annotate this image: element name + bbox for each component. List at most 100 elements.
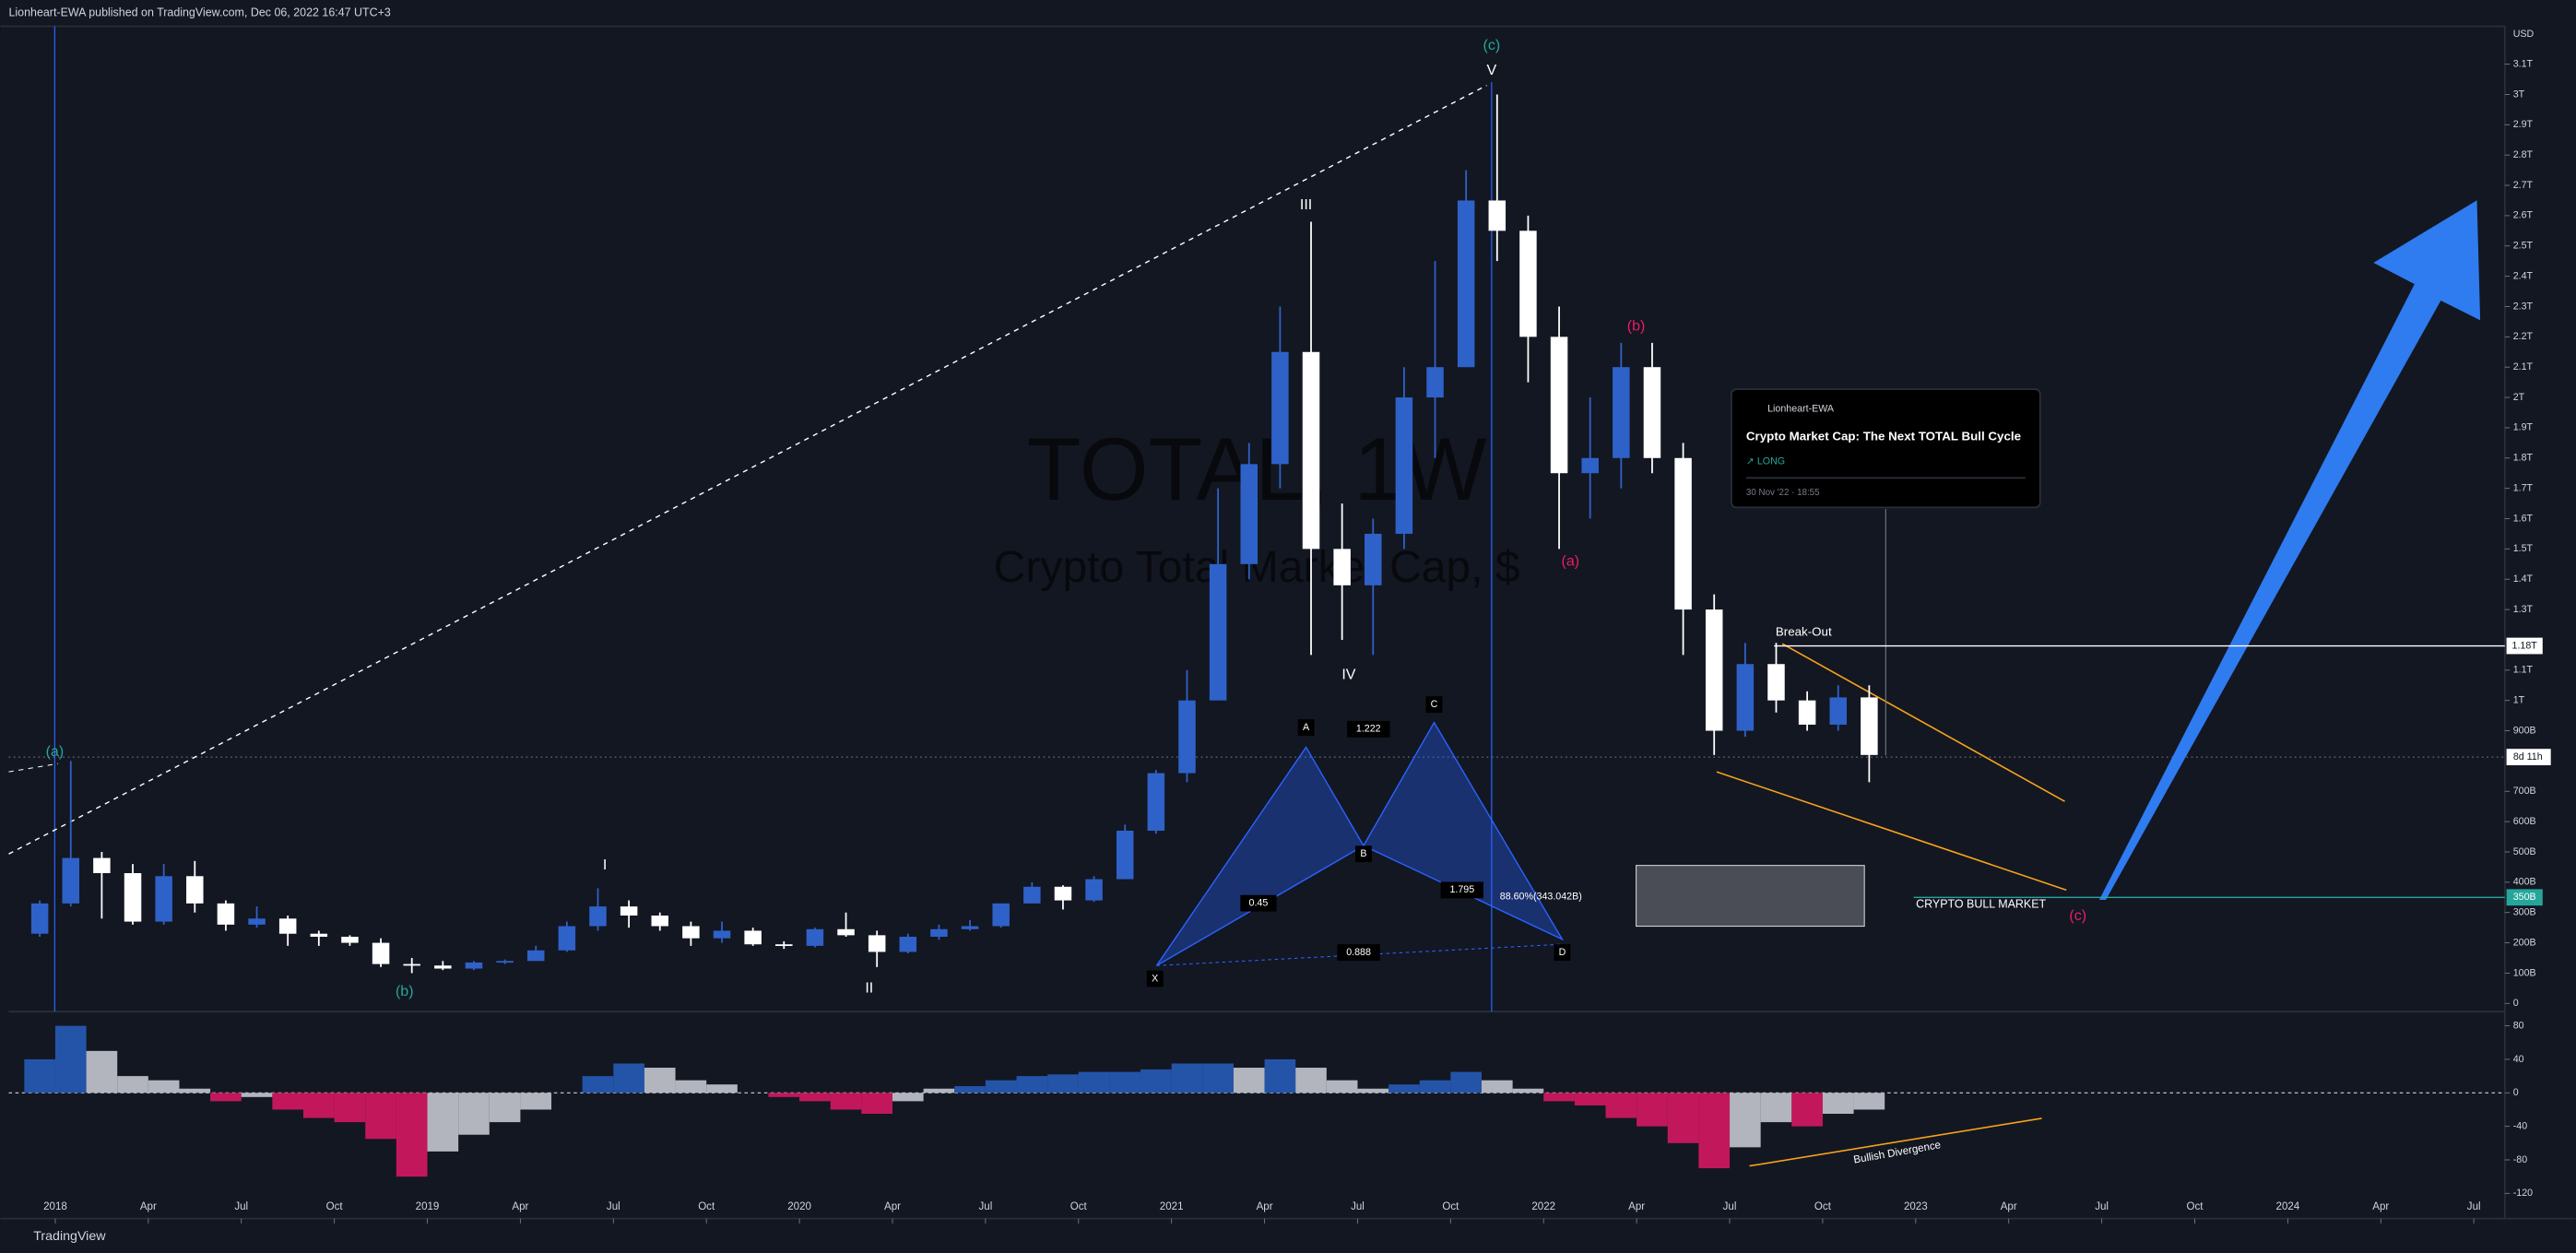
y-tick-label: 1.6T — [2513, 513, 2534, 524]
candle-body — [1365, 533, 1382, 585]
oscillator-bar — [861, 1093, 892, 1115]
idea-card[interactable]: Lionheart-EWA Crypto Market Cap: The Nex… — [1731, 388, 2041, 509]
annotation: II — [865, 979, 873, 996]
annotation: B — [1360, 848, 1366, 859]
label-box — [1240, 894, 1277, 912]
oscillator-bar — [1047, 1074, 1079, 1093]
candle-body — [1054, 886, 1072, 901]
y-tick-label: 3.1T — [2513, 58, 2534, 69]
candle-body — [1829, 697, 1847, 725]
annotation: 1.222 — [1356, 724, 1381, 735]
x-tick-label: Oct — [1070, 1201, 1088, 1212]
y-tick-label: 1T — [2513, 695, 2525, 706]
y-tick-label: 1.3T — [2513, 604, 2534, 615]
candle-body — [806, 928, 824, 946]
candle-body — [713, 930, 731, 939]
annotation: X — [1152, 973, 1158, 984]
oscillator-bar — [1512, 1088, 1544, 1093]
candle-body — [278, 918, 297, 934]
y-tick-label: 1.7T — [2513, 482, 2534, 493]
y-tick-label: 2.5T — [2513, 241, 2534, 252]
candle-body — [1085, 879, 1103, 901]
annotation: A — [1303, 722, 1310, 733]
oscillator-bar — [582, 1076, 614, 1093]
candle-body — [1302, 351, 1320, 550]
oscillator-bar — [24, 1058, 55, 1093]
oscillator-bar — [1481, 1080, 1513, 1093]
candle-body — [217, 903, 235, 925]
annotation: CRYPTO BULL MARKET — [1916, 898, 2046, 911]
y-tick-label: -120 — [2513, 1188, 2533, 1199]
y-tick-label: 40 — [2513, 1054, 2524, 1065]
x-tick-label: 2020 — [787, 1201, 811, 1212]
label-box — [1297, 719, 1315, 736]
oscillator-bar — [272, 1093, 303, 1110]
oscillator-bar — [1109, 1071, 1141, 1093]
header: Lionheart-EWA published on TradingView.c… — [9, 6, 391, 19]
oscillator-bar — [1357, 1088, 1389, 1093]
candle-body — [620, 906, 638, 916]
oscillator-bar — [1667, 1093, 1699, 1143]
candle-body — [1613, 367, 1630, 458]
y-tick-label: -80 — [2513, 1154, 2527, 1165]
candle-body — [496, 961, 514, 963]
oscillator-bar — [954, 1086, 986, 1093]
candle-body — [1209, 563, 1227, 701]
annotation: D — [1559, 947, 1566, 958]
candle-body — [30, 903, 49, 934]
annotation: C — [1431, 699, 1438, 710]
candle-body — [186, 876, 204, 904]
oscillator-bar — [1637, 1093, 1668, 1127]
candle-body — [651, 916, 669, 927]
y-tick-label: 300B — [2513, 907, 2536, 918]
candle-body — [93, 857, 111, 873]
oscillator-bar — [1419, 1080, 1451, 1093]
y-tick-label: 3T — [2513, 89, 2525, 100]
candle-body — [1240, 464, 1258, 564]
y-tick-label: 2.8T — [2513, 149, 2534, 160]
card-title: Crypto Market Cap: The Next TOTAL Bull C… — [1746, 429, 2021, 443]
oscillator-bar — [1388, 1084, 1420, 1093]
annotation: V — [1487, 62, 1497, 78]
x-tick-label: Oct — [1442, 1201, 1459, 1212]
x-tick-label: Jul — [234, 1201, 248, 1212]
y-tick-label: 80 — [2513, 1020, 2524, 1031]
x-tick-label: 2021 — [1160, 1201, 1184, 1212]
candle-body — [526, 950, 545, 962]
currency: USD — [2513, 29, 2535, 40]
trend-line — [8, 762, 59, 773]
candle-body — [682, 926, 700, 939]
oscillator-bar — [1295, 1068, 1327, 1093]
label-box — [1355, 845, 1372, 863]
y-tick-label: 1.8T — [2513, 453, 2534, 464]
candle-body — [1116, 830, 1134, 880]
annotation: 88.60%(343.042B) — [1500, 891, 1582, 902]
oscillator-bar — [1698, 1093, 1731, 1169]
x-tick-label: Apr — [884, 1201, 901, 1212]
y-tick-label: 2.6T — [2513, 210, 2534, 221]
y-tick-label: 900B — [2513, 725, 2536, 736]
y-tick-label: 0 — [2513, 998, 2519, 1009]
annotation: 0.45 — [1249, 897, 1269, 908]
oscillator-bar — [1140, 1069, 1172, 1093]
candle-body — [341, 937, 359, 943]
candle-body — [1767, 664, 1785, 701]
candle-body — [1271, 351, 1289, 465]
divergence-line — [1749, 1117, 2042, 1167]
x-tick-label: 2019 — [416, 1201, 440, 1212]
oscillator-bar — [1078, 1071, 1110, 1093]
candle-body — [372, 942, 390, 964]
y-tick-label: -40 — [2513, 1120, 2527, 1131]
big-arrow — [2098, 200, 2481, 901]
y-tick-label: 500B — [2513, 846, 2536, 857]
price-tag-label: 350B — [2513, 892, 2536, 903]
candle-body — [744, 930, 762, 945]
x-tick-label: Jul — [1351, 1201, 1365, 1212]
price-tag — [2506, 889, 2543, 906]
candle-body — [1736, 664, 1755, 731]
y-tick-label: 2.3T — [2513, 301, 2534, 312]
candle-body — [1426, 367, 1444, 398]
oscillator-bar — [644, 1068, 676, 1093]
oscillator-bar — [520, 1093, 552, 1110]
